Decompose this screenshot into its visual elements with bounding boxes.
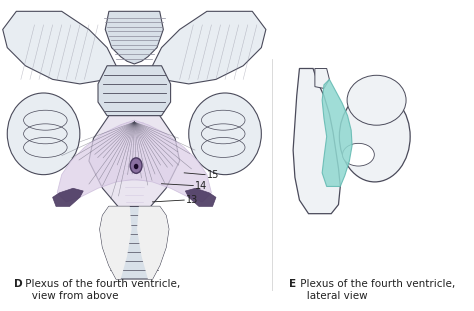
Polygon shape: [3, 11, 116, 84]
Text: 14: 14: [195, 181, 207, 191]
Polygon shape: [57, 120, 211, 202]
Ellipse shape: [343, 143, 374, 166]
Polygon shape: [137, 207, 169, 279]
Polygon shape: [105, 11, 164, 64]
Polygon shape: [315, 68, 329, 88]
Text: D: D: [14, 279, 22, 289]
Text: Plexus of the fourth ventricle,
   lateral view: Plexus of the fourth ventricle, lateral …: [297, 279, 455, 301]
Polygon shape: [89, 116, 180, 216]
Polygon shape: [100, 207, 169, 279]
Polygon shape: [53, 188, 83, 207]
Text: Plexus of the fourth ventricle,
   view from above: Plexus of the fourth ventricle, view fro…: [22, 279, 180, 301]
Text: 15: 15: [207, 170, 219, 180]
Ellipse shape: [130, 158, 142, 173]
Text: 13: 13: [186, 195, 198, 205]
Ellipse shape: [189, 93, 261, 175]
Ellipse shape: [134, 164, 138, 169]
Polygon shape: [100, 207, 132, 279]
Polygon shape: [293, 68, 340, 214]
Polygon shape: [153, 11, 266, 84]
Polygon shape: [98, 66, 171, 116]
Ellipse shape: [7, 93, 80, 175]
Text: E: E: [289, 279, 296, 289]
Polygon shape: [322, 79, 352, 187]
Polygon shape: [185, 188, 216, 207]
Ellipse shape: [339, 91, 410, 182]
Ellipse shape: [347, 75, 406, 125]
